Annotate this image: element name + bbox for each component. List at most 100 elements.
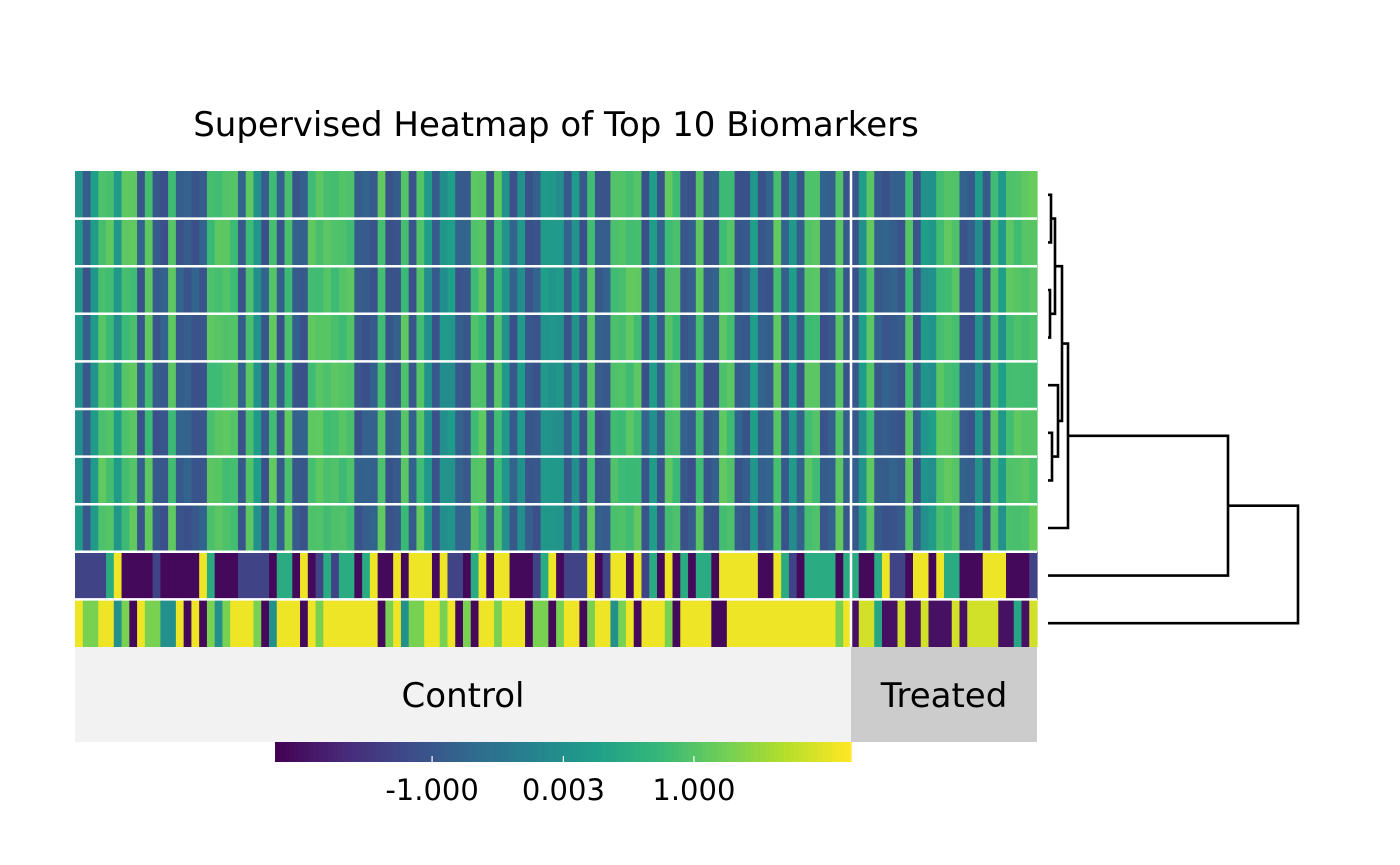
heatmap-cell (967, 409, 975, 457)
heatmap-cell (1006, 266, 1014, 314)
heatmap-cell (416, 361, 424, 409)
heatmap-cell (727, 409, 735, 457)
heatmap-cell (246, 219, 254, 267)
heatmap-cell (83, 314, 91, 362)
heatmap-cell (874, 599, 882, 647)
heatmap-cell (269, 457, 277, 505)
heatmap-cell (704, 266, 712, 314)
heatmap-cell (548, 599, 556, 647)
heatmap-cell (354, 409, 362, 457)
colorbar-segment (649, 742, 654, 762)
heatmap-cell (673, 361, 681, 409)
heatmap-cell (447, 504, 455, 552)
heatmap-cell (292, 171, 300, 219)
heatmap-cell (680, 171, 688, 219)
heatmap-cell (929, 219, 937, 267)
heatmap-cell (867, 266, 875, 314)
colorbar-segment (789, 742, 794, 762)
heatmap-cell (215, 457, 223, 505)
heatmap-cell (261, 504, 269, 552)
heatmap-cell (83, 409, 91, 457)
heatmap-cell (711, 314, 719, 362)
colorbar-segment (726, 742, 731, 762)
heatmap-cell (711, 457, 719, 505)
heatmap-cell (114, 219, 122, 267)
heatmap-cell (463, 171, 471, 219)
heatmap-cell (533, 599, 541, 647)
heatmap-cell (851, 552, 859, 600)
colorbar-segment (688, 742, 693, 762)
heatmap-cell (680, 266, 688, 314)
heatmap-cell (548, 504, 556, 552)
heatmap-cell (168, 552, 176, 600)
heatmap-cell (735, 409, 743, 457)
heatmap-cell (548, 552, 556, 600)
heatmap-cell (323, 599, 331, 647)
heatmap-cell (269, 361, 277, 409)
heatmap-cell (579, 457, 587, 505)
heatmap-cell (820, 504, 828, 552)
heatmap-cell (991, 457, 999, 505)
heatmap-cell (176, 504, 184, 552)
heatmap-cell (921, 599, 929, 647)
heatmap-cell (719, 219, 727, 267)
heatmap-cell (952, 504, 960, 552)
heatmap-cell (447, 457, 455, 505)
heatmap-cell (168, 599, 176, 647)
heatmap-cell (998, 409, 1006, 457)
colorbar-segment (409, 742, 414, 762)
heatmap-cell (618, 504, 626, 552)
heatmap-cell (1014, 409, 1022, 457)
colorbar-segment (793, 742, 798, 762)
group-label-control: Control (402, 676, 525, 716)
heatmap-cell (610, 409, 618, 457)
colorbar-segment (621, 742, 626, 762)
heatmap-cell (246, 599, 254, 647)
heatmap-cell (122, 171, 130, 219)
heatmap-cell (479, 314, 487, 362)
heatmap-cell (440, 409, 448, 457)
heatmap-cell (137, 266, 145, 314)
heatmap-cell (463, 457, 471, 505)
heatmap-cell (479, 504, 487, 552)
heatmap-cell (991, 219, 999, 267)
heatmap-cell (347, 552, 355, 600)
heatmap-cell (277, 457, 285, 505)
colorbar-segment (784, 742, 789, 762)
heatmap-cell (168, 314, 176, 362)
heatmap-cell (1006, 504, 1014, 552)
heatmap-cell (603, 552, 611, 600)
heatmap-cell (742, 552, 750, 600)
heatmap-cell (1022, 361, 1030, 409)
heatmap-cell (991, 171, 999, 219)
heatmap-cell (525, 266, 533, 314)
heatmap-cell (781, 314, 789, 362)
heatmap-cell (579, 504, 587, 552)
heatmap-cell (890, 361, 898, 409)
heatmap-cell (424, 314, 432, 362)
heatmap-cell (502, 219, 510, 267)
heatmap-cell (160, 457, 168, 505)
heatmap-cell (797, 314, 805, 362)
heatmap-cell (634, 361, 642, 409)
heatmap-cell (261, 266, 269, 314)
heatmap-cell (975, 457, 983, 505)
heatmap-cell (479, 219, 487, 267)
heatmap-cell (323, 314, 331, 362)
heatmap-cell (137, 171, 145, 219)
heatmap-cell (510, 171, 518, 219)
colorbar-segment (601, 742, 606, 762)
heatmap-cell (339, 361, 347, 409)
heatmap-cell (261, 219, 269, 267)
heatmap-cell (502, 599, 510, 647)
heatmap-cell (199, 504, 207, 552)
colorbar-segment (803, 742, 808, 762)
heatmap-cell (222, 219, 230, 267)
heatmap-cell (129, 314, 137, 362)
heatmap-cell (176, 409, 184, 457)
heatmap-cell (758, 361, 766, 409)
heatmap-cell (719, 504, 727, 552)
heatmap-cell (168, 266, 176, 314)
heatmap-cell (277, 409, 285, 457)
heatmap-cell (618, 599, 626, 647)
